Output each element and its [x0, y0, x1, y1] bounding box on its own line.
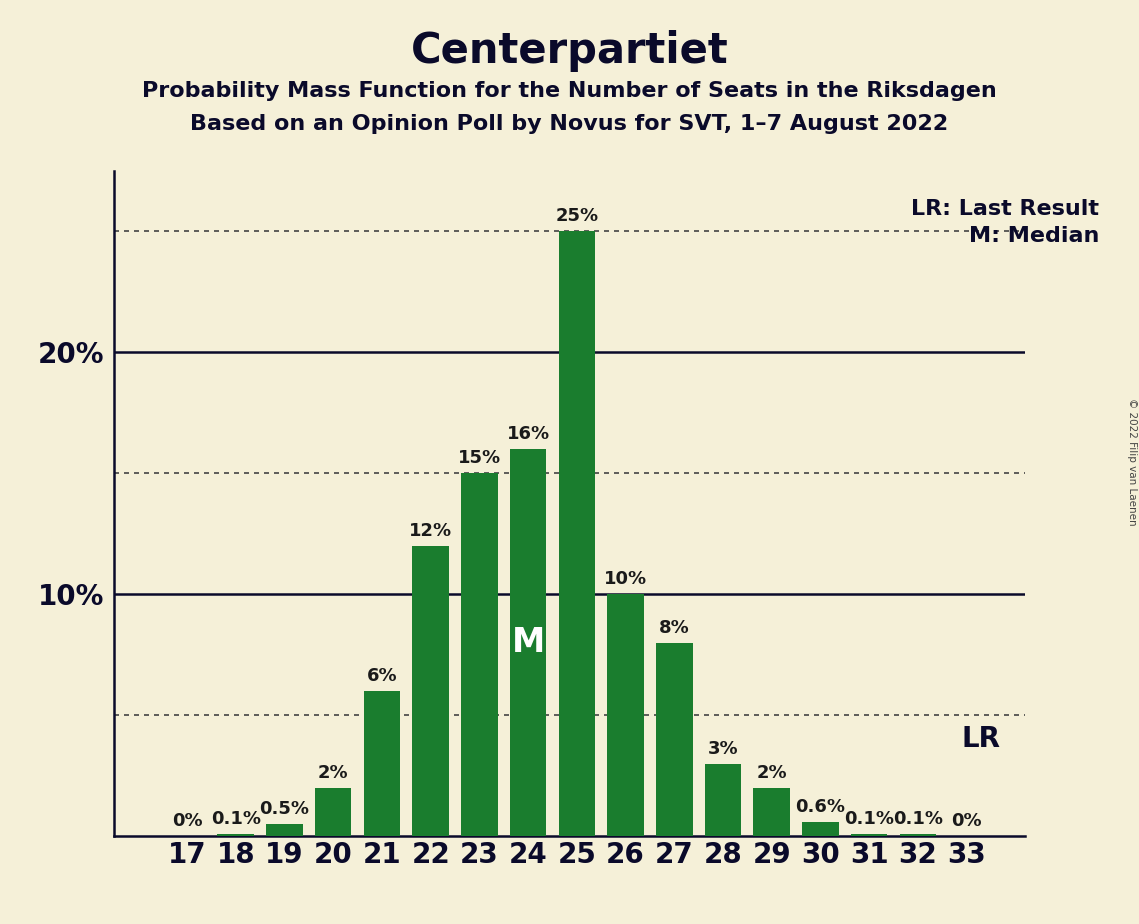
Text: 0%: 0%: [951, 812, 982, 830]
Text: LR: Last Result: LR: Last Result: [911, 199, 1099, 219]
Bar: [267, 824, 303, 836]
Bar: [218, 833, 254, 836]
Text: LR: LR: [961, 725, 1001, 753]
Text: M: M: [511, 626, 544, 659]
Bar: [705, 763, 741, 836]
Text: 6%: 6%: [367, 667, 398, 685]
Bar: [412, 546, 449, 836]
Bar: [802, 821, 838, 836]
Text: 0.1%: 0.1%: [893, 809, 943, 828]
Text: 0.1%: 0.1%: [211, 809, 261, 828]
Text: Probability Mass Function for the Number of Seats in the Riksdagen: Probability Mass Function for the Number…: [142, 81, 997, 102]
Text: 2%: 2%: [756, 764, 787, 782]
Text: Centerpartiet: Centerpartiet: [411, 30, 728, 71]
Text: 10%: 10%: [604, 570, 647, 589]
Text: 25%: 25%: [555, 207, 598, 225]
Text: 0.1%: 0.1%: [844, 809, 894, 828]
Bar: [510, 449, 547, 836]
Text: 16%: 16%: [507, 425, 550, 444]
Bar: [607, 594, 644, 836]
Text: 12%: 12%: [409, 522, 452, 540]
Bar: [558, 231, 595, 836]
Text: Based on an Opinion Poll by Novus for SVT, 1–7 August 2022: Based on an Opinion Poll by Novus for SV…: [190, 114, 949, 134]
Text: 15%: 15%: [458, 449, 501, 468]
Bar: [314, 788, 352, 836]
Text: © 2022 Filip van Laenen: © 2022 Filip van Laenen: [1126, 398, 1137, 526]
Bar: [851, 833, 887, 836]
Bar: [461, 473, 498, 836]
Bar: [900, 833, 936, 836]
Text: 2%: 2%: [318, 764, 349, 782]
Bar: [363, 691, 400, 836]
Text: M: Median: M: Median: [969, 226, 1099, 247]
Text: 0.5%: 0.5%: [260, 800, 310, 818]
Text: 0.6%: 0.6%: [795, 797, 845, 816]
Text: 3%: 3%: [707, 739, 738, 758]
Text: 0%: 0%: [172, 812, 203, 830]
Bar: [753, 788, 790, 836]
Text: 8%: 8%: [658, 619, 689, 637]
Bar: [656, 643, 693, 836]
